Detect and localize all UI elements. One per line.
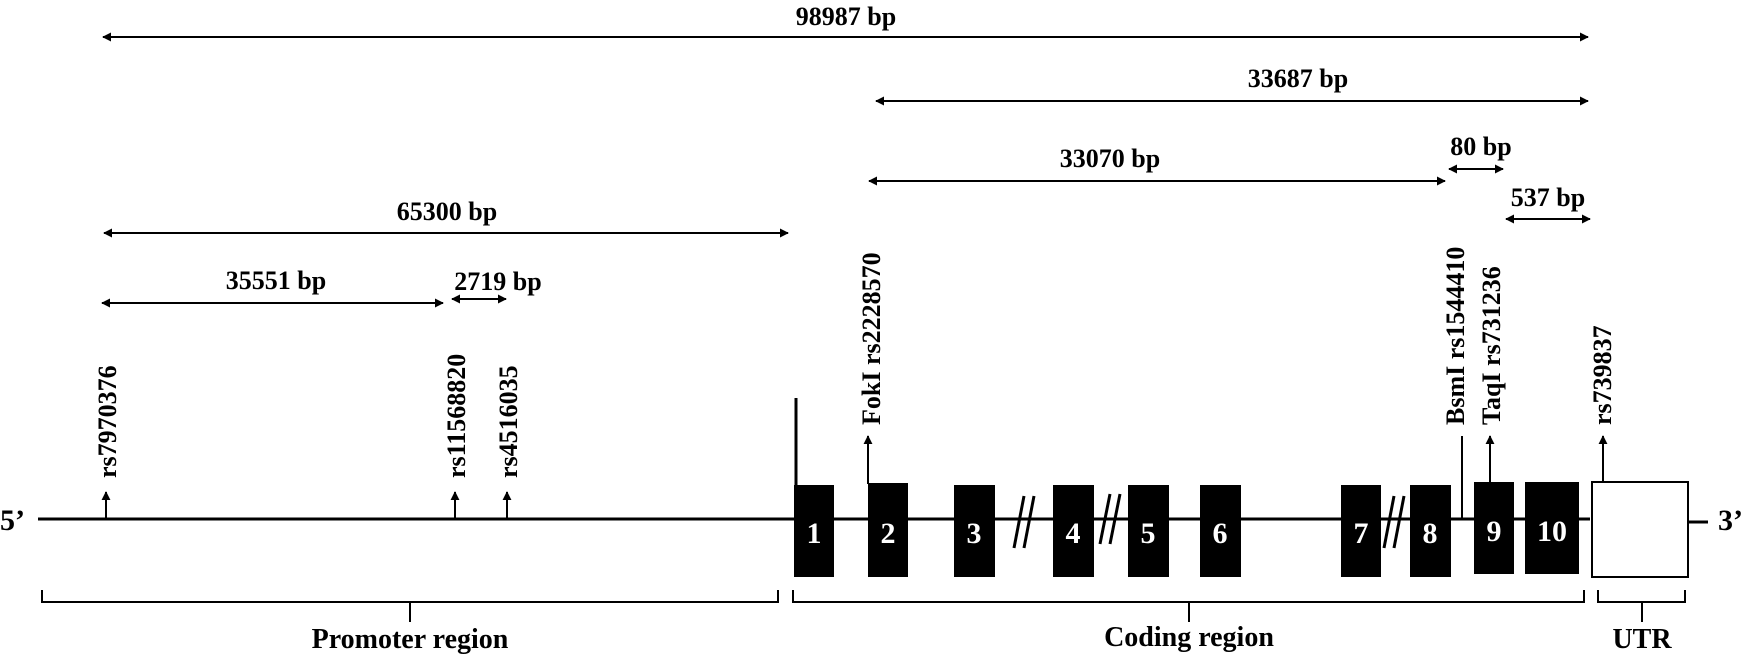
svg-text:Promoter region: Promoter region xyxy=(312,624,509,655)
svg-text:33687 bp: 33687 bp xyxy=(1248,64,1348,93)
distance-coding-span: 33687 bp xyxy=(875,64,1589,106)
snp-foki-rs2228570: FokI rs2228570 xyxy=(857,252,886,484)
svg-text:1: 1 xyxy=(807,517,822,550)
svg-text:TaqI rs731236: TaqI rs731236 xyxy=(1477,266,1506,425)
svg-text:10: 10 xyxy=(1537,515,1567,548)
exon-5: 5 xyxy=(1128,485,1169,577)
intron-break-4-5 xyxy=(1098,493,1122,545)
distance-taqi-utr: 537 bp xyxy=(1505,183,1591,224)
brace-coding-region: Coding region xyxy=(792,590,1585,653)
snp-taqi-rs731236: TaqI rs731236 xyxy=(1477,266,1506,482)
svg-text:98987 bp: 98987 bp xyxy=(796,2,896,31)
distance-rs11568820-rs4516035: 2719 bp xyxy=(451,267,542,304)
svg-text:rs11568820: rs11568820 xyxy=(442,354,471,478)
distance-rs7970376-rs11568820: 35551 bp xyxy=(101,266,444,308)
svg-text:FokI rs2228570: FokI rs2228570 xyxy=(857,252,886,425)
svg-text:6: 6 xyxy=(1213,517,1228,550)
svg-text:9: 9 xyxy=(1487,515,1502,548)
svg-text:2: 2 xyxy=(881,517,896,550)
svg-text:33070 bp: 33070 bp xyxy=(1060,144,1160,173)
five-prime-label: 5’ xyxy=(0,504,25,537)
exon-6: 6 xyxy=(1200,485,1241,577)
snp-rs11568820: rs11568820 xyxy=(442,354,471,519)
snp-rs4516035: rs4516035 xyxy=(494,365,523,519)
svg-text:537 bp: 537 bp xyxy=(1511,183,1585,212)
exon-4: 4 xyxy=(1053,485,1094,577)
svg-text:5: 5 xyxy=(1141,517,1156,550)
snp-rs7970376: rs7970376 xyxy=(93,365,122,519)
distance-total: 98987 bp xyxy=(102,2,1589,42)
svg-text:BsmI rs1544410: BsmI rs1544410 xyxy=(1441,247,1470,425)
distance-foki-bsmi: 33070 bp xyxy=(868,144,1446,186)
snp-rs739837: rs739837 xyxy=(1588,325,1617,482)
exon-7: 7 xyxy=(1341,485,1381,577)
exon-1: 1 xyxy=(794,485,834,577)
svg-text:Coding region: Coding region xyxy=(1104,622,1274,653)
intron-break-3-4 xyxy=(1012,495,1036,549)
exon-3: 3 xyxy=(954,485,995,577)
svg-text:rs739837: rs739837 xyxy=(1588,325,1617,425)
distance-bsmi-taqi: 80 bp xyxy=(1448,132,1512,174)
svg-text:2719 bp: 2719 bp xyxy=(454,267,541,296)
svg-text:rs4516035: rs4516035 xyxy=(494,365,523,478)
svg-text:8: 8 xyxy=(1423,517,1438,550)
svg-text:65300 bp: 65300 bp xyxy=(397,197,497,226)
exon-2: 2 xyxy=(868,483,908,577)
utr-box xyxy=(1591,481,1689,578)
svg-text:UTR: UTR xyxy=(1612,624,1672,655)
svg-text:4: 4 xyxy=(1066,517,1081,550)
brace-utr: UTR xyxy=(1597,590,1686,655)
exon-8: 8 xyxy=(1410,485,1451,577)
exon-10: 10 xyxy=(1525,482,1579,574)
svg-text:3: 3 xyxy=(967,517,982,550)
exon-9: 9 xyxy=(1474,482,1514,574)
svg-text:35551 bp: 35551 bp xyxy=(226,266,326,295)
three-prime-label: 3’ xyxy=(1718,504,1743,537)
svg-text:7: 7 xyxy=(1354,517,1369,550)
snp-bsmi-rs1544410: BsmI rs1544410 xyxy=(1441,247,1470,520)
svg-text:80 bp: 80 bp xyxy=(1450,132,1511,161)
svg-text:rs7970376: rs7970376 xyxy=(93,365,122,478)
intron-break-7-8 xyxy=(1382,495,1406,549)
distance-promoter-span: 65300 bp xyxy=(103,197,789,238)
brace-promoter-region: Promoter region xyxy=(41,590,779,655)
